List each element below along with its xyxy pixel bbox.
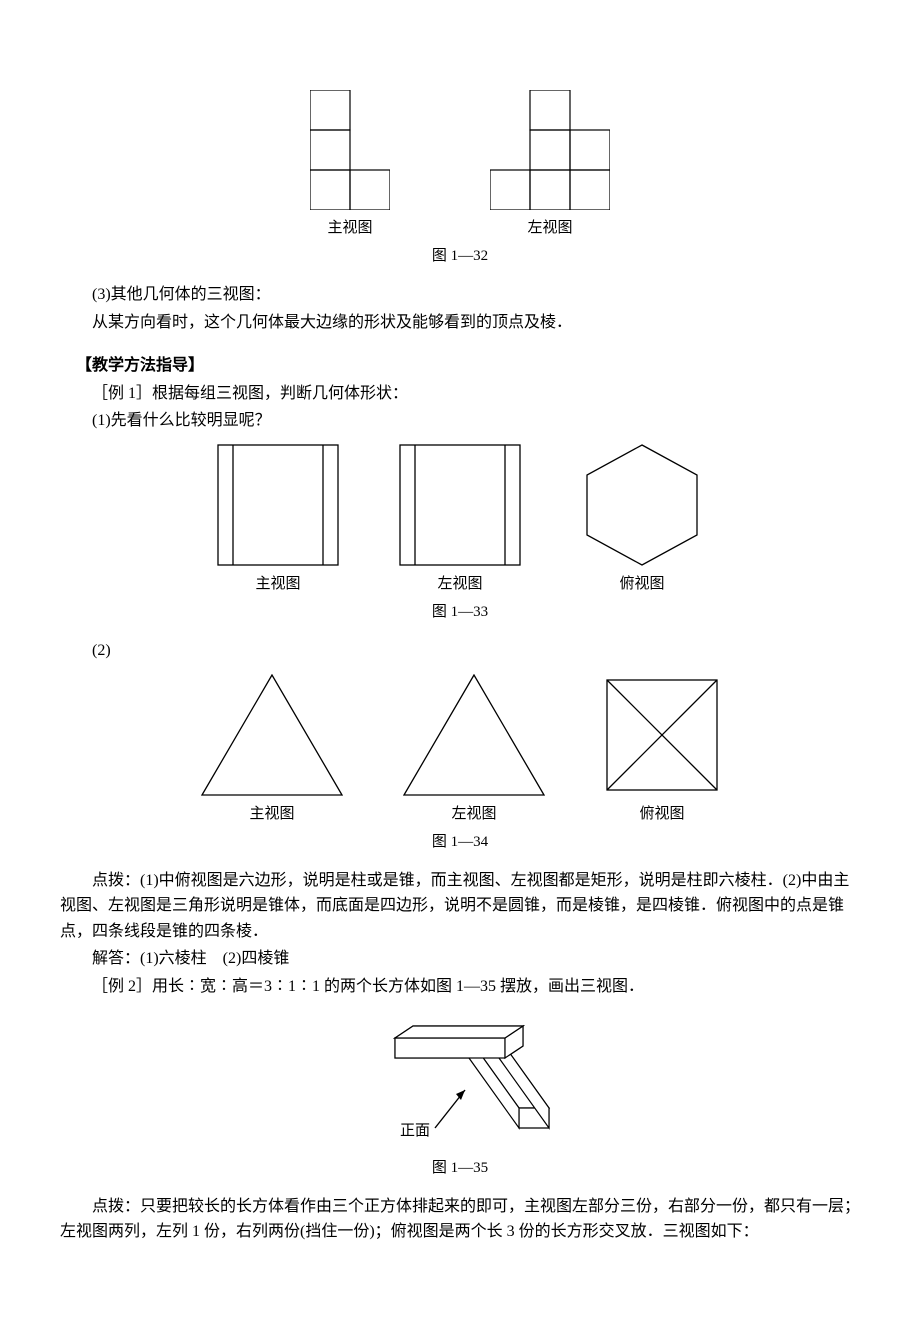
fig34-top-item: 俯视图 xyxy=(605,674,719,826)
fig35-caption: 图 1—35 xyxy=(60,1156,860,1180)
fig33-top-item: 俯视图 xyxy=(581,444,703,596)
fig32-front-label: 主视图 xyxy=(327,216,372,240)
fig32-front-svg xyxy=(310,90,390,210)
example1-header: ［例 1］根据每组三视图，判断几何体形状： xyxy=(60,381,860,407)
fig35-item: 正面 xyxy=(365,1010,555,1150)
para-3-heading: (3)其他几何体的三视图： xyxy=(60,282,860,308)
discuss-p1: 点拨：(1)中俯视图是六边形，说明是柱或是锥，而主视图、左视图都是矩形，说明是柱… xyxy=(60,868,860,945)
fig34-caption: 图 1—34 xyxy=(60,830,860,854)
fig32-left-item: 左视图 xyxy=(490,90,610,240)
fig33-front-item: 主视图 xyxy=(217,444,339,596)
discuss2: 点拨：只要把较长的长方体看作由三个正方体排起来的即可，主视图左部分三份，右部分一… xyxy=(60,1194,860,1245)
discuss-p2: 解答：(1)六棱柱 (2)四棱锥 xyxy=(60,946,860,972)
fig33-front-label: 主视图 xyxy=(255,572,300,596)
fig34-top-label: 俯视图 xyxy=(639,802,684,826)
figure-1-34-row: 主视图 左视图 俯视图 xyxy=(60,674,860,826)
fig35-svg: 正面 xyxy=(365,1010,555,1150)
example1-q2: (2) xyxy=(60,638,860,664)
fig33-caption: 图 1—33 xyxy=(60,600,860,624)
fig33-left-item: 左视图 xyxy=(399,444,521,596)
fig34-left-svg xyxy=(403,674,545,796)
fig33-top-label: 俯视图 xyxy=(619,572,664,596)
fig33-left-svg xyxy=(399,444,521,566)
fig33-left-label: 左视图 xyxy=(437,572,482,596)
fig32-caption: 图 1—32 xyxy=(60,244,860,268)
figure-1-32-row: 主视图 左视图 xyxy=(60,90,860,240)
fig32-left-svg xyxy=(490,90,610,210)
method-title: 【教学方法指导】 xyxy=(60,353,860,379)
fig33-front-svg xyxy=(217,444,339,566)
example1-q1: (1)先看什么比较明显呢？ xyxy=(60,408,860,434)
fig34-front-label: 主视图 xyxy=(249,802,294,826)
fig34-front-item: 主视图 xyxy=(201,674,343,826)
para-3-body: 从某方向看时，这个几何体最大边缘的形状及能够看到的顶点及棱． xyxy=(60,310,860,336)
example2-header: ［例 2］用长∶宽∶高＝3∶1∶1 的两个长方体如图 1—35 摆放，画出三视图… xyxy=(60,974,860,1000)
figure-1-35-row: 正面 xyxy=(60,1010,860,1150)
fig32-left-label: 左视图 xyxy=(527,216,572,240)
figure-1-33-row: 主视图 左视图 俯视图 xyxy=(60,444,860,596)
fig34-front-svg xyxy=(201,674,343,796)
fig34-top-svg xyxy=(605,674,719,796)
fig33-top-svg xyxy=(581,444,703,566)
fig34-left-item: 左视图 xyxy=(403,674,545,826)
svg-text:正面: 正面 xyxy=(400,1123,430,1139)
fig34-left-label: 左视图 xyxy=(451,802,496,826)
fig32-front-item: 主视图 xyxy=(310,90,390,240)
